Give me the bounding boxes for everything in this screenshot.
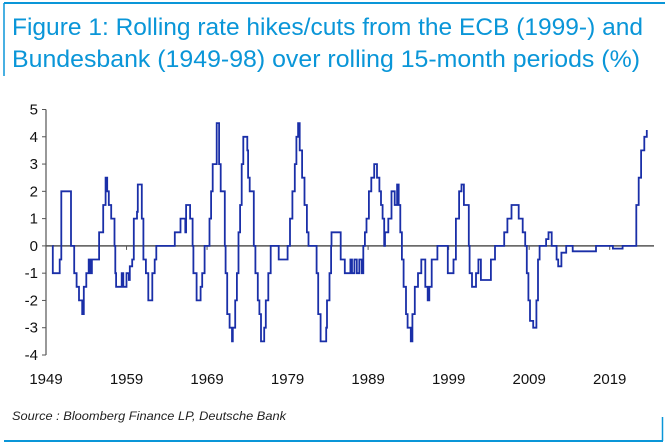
y-tick-label: -2 bbox=[25, 292, 38, 309]
y-tick-label: 2 bbox=[30, 183, 38, 200]
x-tick-label: 2009 bbox=[512, 371, 545, 388]
x-tick-label: 1999 bbox=[432, 371, 465, 388]
series-line bbox=[51, 122, 648, 343]
x-tick-label: 1969 bbox=[190, 371, 223, 388]
y-tick-label: 1 bbox=[30, 211, 38, 228]
frame bbox=[3, 2, 665, 442]
y-tick-label: 4 bbox=[30, 129, 38, 146]
chart-title-line-1: Figure 1: Rolling rate hikes/cuts from t… bbox=[12, 14, 643, 41]
chart-title-line-2: Bundesbank (1949-98) over rolling 15-mon… bbox=[12, 46, 640, 73]
source-note: Source : Bloomberg Finance LP, Deutsche … bbox=[12, 409, 287, 423]
x-tick-label: 1979 bbox=[271, 371, 304, 388]
x-tick-label: 1989 bbox=[351, 371, 384, 388]
y-tick-label: 3 bbox=[30, 156, 38, 173]
y-tick-label: -3 bbox=[25, 320, 38, 337]
x-tick-label: 1949 bbox=[29, 371, 62, 388]
x-tick-label: 2019 bbox=[593, 371, 626, 388]
y-tick-label: -4 bbox=[25, 347, 38, 364]
y-tick-label: 0 bbox=[30, 238, 38, 255]
y-tick-label: -1 bbox=[25, 265, 38, 282]
y-tick-label: 5 bbox=[30, 102, 38, 119]
x-tick-label: 1959 bbox=[110, 371, 143, 388]
